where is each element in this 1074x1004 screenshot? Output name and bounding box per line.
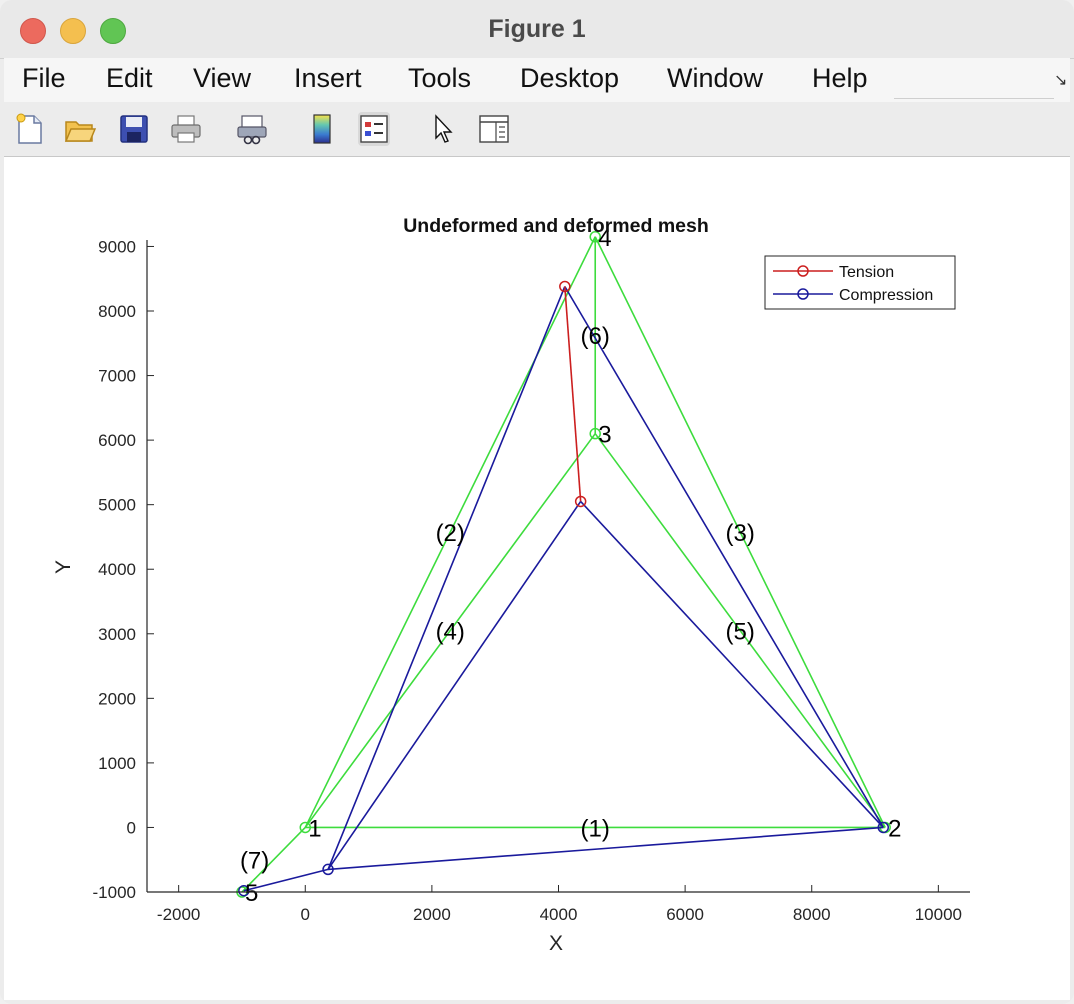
undeformed-element (304, 236, 596, 828)
menu-window[interactable]: Window (667, 63, 764, 93)
x-axis-label: X (549, 932, 563, 955)
element-label: (4) (436, 619, 465, 646)
chart-title: Undeformed and deformed mesh (403, 215, 709, 237)
undeformed-mesh (236, 231, 891, 898)
y-tick-label: 1000 (98, 754, 136, 773)
figure-canvas: 1 2 3 4 5 (1) (2) (3) (4) (5) (6) (7) -2000 0 2000 400… (4, 157, 1070, 1000)
menu-file[interactable]: File (22, 63, 66, 93)
deformed-element-compression (327, 286, 566, 870)
undeformed-element (241, 826, 306, 893)
deformed-element-compression (327, 826, 884, 871)
y-tick-label: 9000 (98, 237, 136, 256)
y-tick-label: 3000 (98, 625, 136, 644)
deformed-node-marker (559, 280, 571, 293)
y-tick-label: 0 (127, 818, 136, 837)
maximize-button[interactable] (100, 18, 126, 44)
node-label: 1 (308, 815, 321, 842)
menu-edit[interactable]: Edit (106, 63, 153, 93)
x-tick-label: 2000 (413, 905, 451, 924)
legend[interactable]: Tension Compression (764, 255, 956, 310)
y-tick-label: 7000 (98, 367, 136, 386)
deformed-node-marker (574, 495, 587, 508)
colorbar-icon[interactable] (306, 112, 338, 146)
menu-separator (894, 98, 1054, 99)
legend-label: Compression (839, 287, 933, 304)
undeformed-node-marker (299, 821, 312, 834)
element-label: (3) (726, 520, 755, 547)
deformed-element-compression (327, 500, 582, 870)
pointer-icon[interactable] (428, 112, 460, 146)
y-tick-label: -1000 (93, 883, 136, 902)
x-tick-label: 8000 (793, 905, 831, 924)
legend-marker-tension (797, 265, 809, 277)
property-inspector-icon[interactable] (478, 112, 510, 146)
undeformed-element (304, 433, 596, 828)
menu-bar: File Edit View Insert Tools Desktop Wind… (4, 58, 1070, 103)
menu-help[interactable]: Help (812, 63, 868, 93)
toolbar (4, 102, 1070, 157)
menu-desktop[interactable]: Desktop (520, 63, 620, 93)
deformed-node-marker (877, 821, 890, 834)
save-icon[interactable] (118, 112, 150, 146)
undeformed-node-marker (589, 427, 601, 440)
x-tick-label: 6000 (666, 905, 704, 924)
menu-insert[interactable]: Insert (294, 63, 362, 93)
minimize-button[interactable] (60, 18, 86, 44)
undeformed-element (594, 433, 886, 828)
print-icon[interactable] (170, 112, 202, 146)
node-label: 5 (245, 880, 258, 907)
window-title: Figure 1 (488, 15, 586, 43)
deformed-element-tension (564, 286, 582, 502)
element-label: (7) (240, 848, 269, 875)
y-tick-label: 6000 (98, 431, 136, 450)
y-tick-label: 5000 (98, 496, 136, 515)
x-tick-label: 0 (301, 905, 310, 924)
y-tick-label: 2000 (98, 689, 136, 708)
new-figure-icon[interactable] (14, 112, 46, 146)
deformed-node-marker (322, 863, 334, 876)
title-bar[interactable]: Figure 1 (0, 0, 1074, 59)
x-tick-label: 10000 (915, 905, 962, 924)
x-tick-label: -2000 (157, 905, 200, 924)
deformed-element-compression (564, 286, 884, 828)
mesh-labels: 1 2 3 4 5 (1) (2) (3) (4) (5) (6) (7) (240, 225, 902, 907)
legend-box (764, 255, 956, 310)
undeformed-element (594, 236, 886, 828)
deformed-element-compression (243, 868, 329, 892)
deformed-mesh (238, 280, 890, 897)
link-plot-icon[interactable] (236, 112, 268, 146)
deformed-element-compression (580, 500, 884, 828)
close-button[interactable] (20, 18, 46, 44)
open-file-icon[interactable] (64, 112, 96, 146)
element-label: (5) (726, 619, 755, 646)
legend-icon[interactable] (358, 112, 390, 146)
y-tick-label: 8000 (98, 302, 136, 321)
element-label: (1) (581, 815, 610, 842)
deformed-node-marker (238, 884, 250, 897)
element-label: (2) (436, 520, 465, 547)
menu-tools[interactable]: Tools (408, 63, 472, 93)
node-label: 4 (598, 225, 611, 252)
node-label: 2 (888, 815, 901, 842)
undeformed-node-marker (589, 231, 601, 243)
menu-view[interactable]: View (193, 63, 252, 93)
dock-arrow-icon[interactable]: ↘ (1054, 72, 1068, 89)
x-tick-label: 4000 (540, 905, 578, 924)
y-axis-label: Y (52, 560, 75, 574)
y-tick-label: 4000 (98, 560, 136, 579)
legend-label: Tension (839, 264, 894, 281)
axes: -2000 0 2000 4000 6000 8000 10000 -1000 0 1000 200… (93, 237, 970, 924)
mesh-chart[interactable]: 1 2 3 4 5 (1) (2) (3) (4) (5) (6) (7) -2000 0 2000 400… (4, 157, 1070, 1000)
legend-marker-compression (797, 288, 809, 300)
node-label: 3 (598, 422, 611, 449)
element-label: (6) (581, 323, 610, 350)
